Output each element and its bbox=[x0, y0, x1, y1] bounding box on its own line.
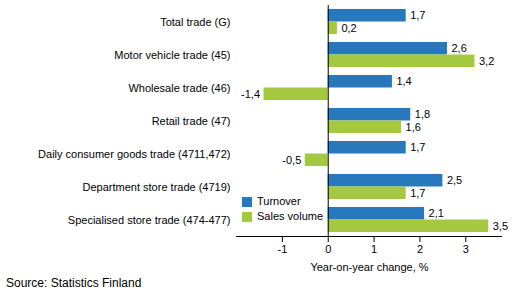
svg-text:2,1: 2,1 bbox=[429, 207, 444, 219]
svg-text:2,5: 2,5 bbox=[447, 174, 462, 186]
svg-text:1,6: 1,6 bbox=[406, 121, 421, 133]
svg-text:2,6: 2,6 bbox=[451, 42, 466, 54]
html-text:Sales volume: Sales volume bbox=[257, 210, 323, 222]
svg-text:0,2: 0,2 bbox=[341, 22, 356, 34]
svg-text:Wholesale trade (46): Wholesale trade (46) bbox=[128, 82, 230, 94]
svg-text:0: 0 bbox=[325, 243, 331, 255]
svg-text:1,7: 1,7 bbox=[410, 9, 425, 21]
svg-text:Year-on-year change, %: Year-on-year change, % bbox=[310, 261, 428, 273]
svg-text:1,7: 1,7 bbox=[410, 187, 425, 199]
html-text:Source: Statistics Finland: Source: Statistics Finland bbox=[6, 276, 142, 290]
svg-text:-0,5: -0,5 bbox=[282, 154, 301, 166]
svg-text:Department store trade (4719): Department store trade (4719) bbox=[83, 181, 231, 193]
svg-text:1: 1 bbox=[371, 243, 377, 255]
svg-text:Specialised store trade (474-4: Specialised store trade (474-477) bbox=[68, 214, 231, 226]
svg-text:Retail trade (47): Retail trade (47) bbox=[152, 115, 231, 127]
svg-text:3: 3 bbox=[463, 243, 469, 255]
svg-text:-1: -1 bbox=[277, 243, 287, 255]
svg-text:Daily consumer goods trade (47: Daily consumer goods trade (4711,472) bbox=[38, 148, 230, 160]
svg-text:1,4: 1,4 bbox=[396, 75, 411, 87]
svg-text:1,7: 1,7 bbox=[410, 141, 425, 153]
svg-text:Motor vehicle trade (45): Motor vehicle trade (45) bbox=[114, 49, 230, 61]
svg-text:3,2: 3,2 bbox=[479, 55, 494, 67]
svg-text:Total trade (G): Total trade (G) bbox=[160, 16, 230, 28]
svg-text:3,5: 3,5 bbox=[493, 220, 508, 232]
html-text:Turnover: Turnover bbox=[257, 195, 301, 207]
svg-text:1,8: 1,8 bbox=[415, 108, 430, 120]
svg-text:2: 2 bbox=[417, 243, 423, 255]
svg-text:-1,4: -1,4 bbox=[241, 88, 260, 100]
